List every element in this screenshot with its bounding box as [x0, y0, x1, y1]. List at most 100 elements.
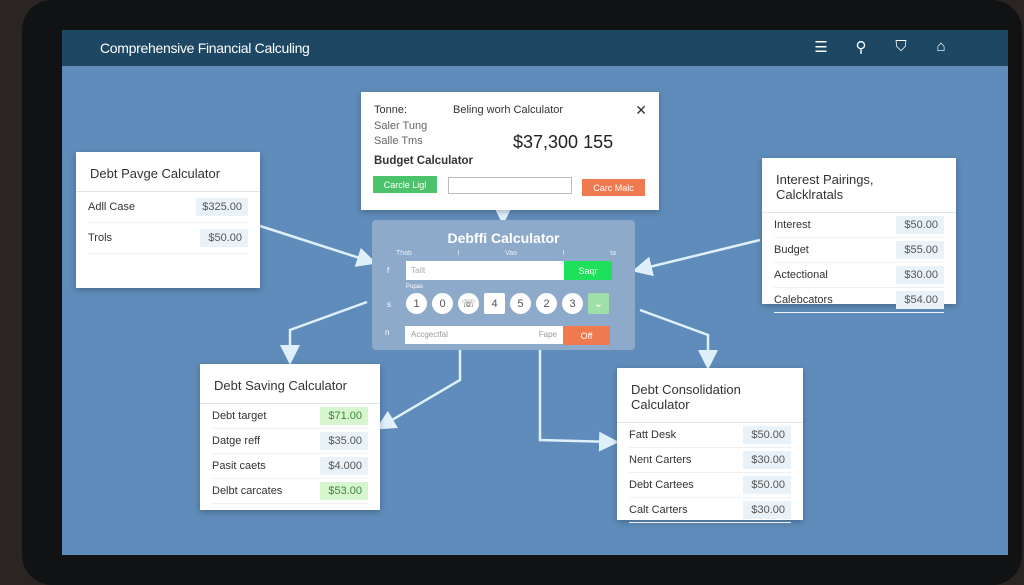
table-row: Delbt carcates $53.00	[212, 479, 368, 504]
table-row: Calebcators $54.00	[774, 288, 944, 313]
connector	[632, 238, 761, 277]
search-icon[interactable]: ⚲	[855, 39, 867, 56]
card-title: Debt Pavge Calculator	[76, 152, 260, 192]
debt-payoff-card: Debt Pavge Calculator Adll Case $325.00 Tr…	[76, 152, 260, 288]
connector	[639, 308, 718, 370]
key-button[interactable]: 0	[432, 293, 453, 314]
home-icon[interactable]: ⌂	[936, 38, 946, 55]
row-label: Debt Cartees	[629, 479, 694, 491]
key-button[interactable]: 2	[536, 293, 557, 314]
table-row: Nent Carters $30.00	[629, 448, 791, 473]
popup-input[interactable]	[448, 177, 572, 194]
calc-field[interactable]: Tailt	[406, 261, 564, 280]
col-label: Vao	[505, 250, 518, 257]
row-value: $325.00	[196, 198, 248, 216]
row-label: Calt Carters	[629, 504, 688, 516]
row-label: Debt target	[212, 410, 267, 422]
table-row: Adll Case $325.00	[88, 192, 248, 223]
debt-consolidation-card: Debt Consolidation Calculator Fatt Desk $…	[617, 368, 803, 523]
table-row: Pasit caets $4.000	[212, 454, 368, 479]
row-value: $50.00	[743, 426, 791, 444]
row-value: $71.00	[320, 407, 368, 425]
connector	[280, 300, 368, 365]
row-label: Delbt carcates	[212, 485, 283, 497]
popup-subtitle: Budget Calculator	[374, 155, 474, 167]
off-button[interactable]: Off	[563, 326, 610, 345]
table-row: Fatt Desk $50.00	[629, 423, 791, 448]
row-value: $35.00	[320, 432, 368, 450]
table-row: Datge reff $35.00	[212, 429, 368, 454]
screen: Comprehensive Financial Calculing ☰ ⚲ ⛉ …	[62, 30, 1008, 555]
connector	[256, 223, 377, 267]
phone-icon[interactable]: ☏	[458, 293, 479, 314]
popup-dialog: Tonne: Beling worh Calculator ✕ Saler Tu…	[361, 92, 659, 210]
table-row: Interest $50.00	[774, 213, 944, 238]
close-icon[interactable]: ✕	[635, 102, 647, 118]
key-button[interactable]: 1	[406, 293, 427, 314]
popup-line: Salle Tms	[374, 135, 423, 147]
table-row: Trols $50.00	[88, 223, 248, 254]
card-title: Debt Consolidation Calculator	[617, 368, 803, 423]
card-title: Debt Saving Calculator	[200, 364, 380, 404]
col-label: Thab	[396, 250, 412, 257]
row-label: Nent Carters	[629, 454, 692, 466]
row-value: $30.00	[743, 451, 791, 469]
chevron-down-icon[interactable]: ⌄	[588, 293, 609, 314]
card-title: Interest Pairings, Calcklratals	[762, 158, 956, 213]
key-button[interactable]: 3	[562, 293, 583, 314]
row-value: $4.000	[320, 457, 368, 475]
row-value: $50.00	[200, 229, 248, 247]
menu-icon[interactable]: ☰	[814, 39, 828, 56]
orange-button[interactable]: Carc Malc	[582, 179, 645, 196]
col-label: I	[562, 250, 565, 257]
table-row: Actectional $30.00	[774, 263, 944, 288]
popup-label: Tonne:	[374, 104, 408, 116]
keys-label: Pupas	[406, 284, 424, 290]
row-label: f	[387, 266, 390, 275]
col-label: ta	[610, 250, 616, 257]
table-row: Debt target $71.00	[212, 404, 368, 429]
key-button[interactable]: 4	[484, 293, 505, 314]
row-label: Datge reff	[212, 435, 261, 447]
row-label: Pasit caets	[212, 460, 266, 472]
table-row: Debt Cartees $50.00	[629, 473, 791, 498]
row-label: Budget	[774, 244, 809, 256]
search-button[interactable]: Saqr	[564, 261, 612, 280]
connector-lines	[256, 205, 761, 452]
row-label: Actectional	[774, 269, 828, 281]
popup-line: Saler Tung	[374, 120, 428, 132]
table-row: Calt Carters $30.00	[629, 498, 791, 523]
popup-amount: $37,300 155	[513, 132, 614, 152]
bottom-placeholder: Accgectfal	[411, 330, 448, 339]
bottom-mid-label: Fape	[538, 330, 557, 339]
row-value: $30.00	[743, 501, 791, 519]
row-label: Fatt Desk	[629, 429, 677, 441]
table-row: Budget $55.00	[774, 238, 944, 263]
popup-title: Beling worh Calculator	[453, 104, 564, 116]
key-button[interactable]: 5	[510, 293, 531, 314]
row-value: $50.00	[896, 216, 944, 234]
row-value: $50.00	[743, 476, 791, 494]
row-value: $53.00	[320, 482, 368, 500]
row-value: $30.00	[896, 266, 944, 284]
row-label: Trols	[88, 232, 113, 244]
row-label: s	[387, 300, 391, 309]
connector	[375, 350, 462, 430]
green-button[interactable]: Carcle Ligl	[373, 176, 437, 193]
col-label: I	[457, 250, 460, 257]
row-value: $55.00	[896, 241, 944, 259]
center-title: Debffi Calculator	[447, 230, 560, 246]
app-title: Comprehensive Financial Calculing	[100, 40, 310, 56]
interest-card: Interest Pairings, Calcklratals Interest…	[762, 158, 956, 313]
shield-icon[interactable]: ⛉	[895, 38, 907, 55]
app-header: Comprehensive Financial Calculing ☰ ⚲ ⛉ …	[62, 30, 1008, 66]
row-value: $54.00	[896, 291, 944, 309]
row-label: Adll Case	[88, 201, 136, 213]
row-label: n	[385, 328, 390, 337]
debt-saving-card: Debt Saving Calculator Debt target $71.00…	[200, 364, 380, 510]
connector	[538, 350, 619, 452]
row-label: Calebcators	[774, 294, 833, 306]
row-label: Interest	[774, 219, 811, 231]
bottom-field[interactable]: Accgectfal Fape	[405, 326, 563, 344]
